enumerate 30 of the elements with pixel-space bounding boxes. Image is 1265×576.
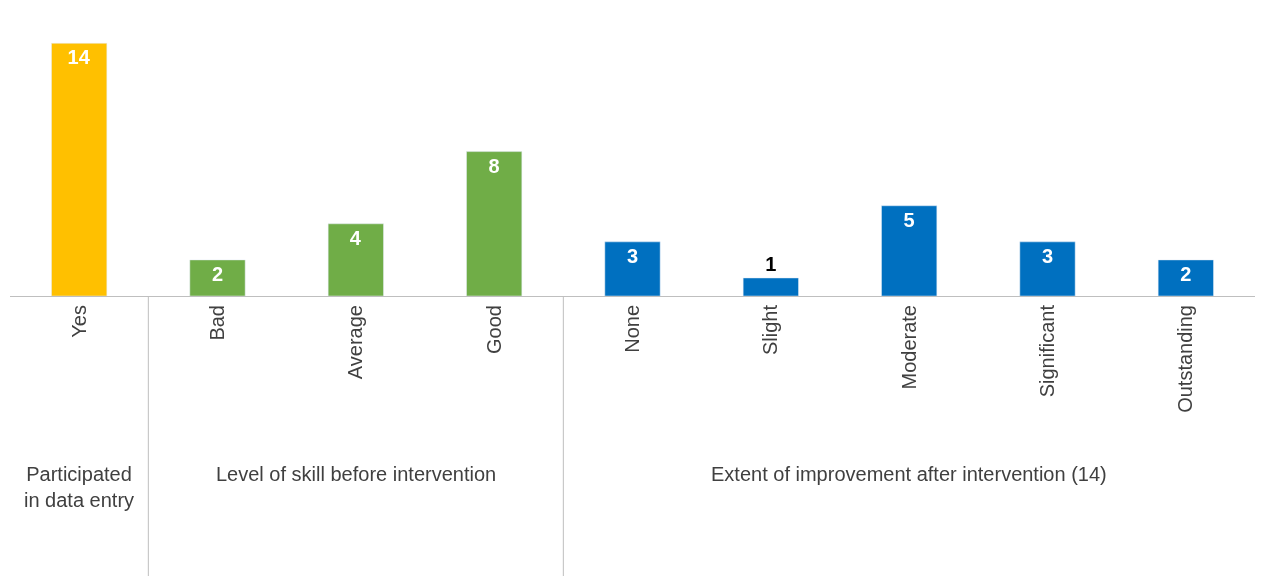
bar (604, 241, 661, 296)
x-tick-label: Average (344, 305, 367, 380)
data-label: 2 (1180, 262, 1192, 285)
bar (51, 43, 108, 296)
data-label: 3 (626, 244, 639, 267)
data-label: 1 (765, 252, 777, 275)
bar (881, 205, 938, 296)
text: Extent of improvement after intervention (14) (711, 463, 1107, 485)
data-label: 5 (903, 208, 915, 231)
data-label: 8 (488, 154, 500, 177)
text: Level of skill before intervention (216, 463, 497, 485)
x-tick-label: Yes (67, 305, 90, 338)
data-label: 2 (211, 262, 224, 285)
x-tick-label: Good (482, 305, 505, 354)
x-tick-label: Significant (1036, 304, 1058, 398)
x-tick-label: None (621, 305, 643, 353)
text: Participated in data entry (24, 463, 135, 511)
data-label: 3 (1041, 244, 1054, 267)
bar (1019, 241, 1076, 296)
x-tick-label: Outstanding (1174, 305, 1197, 413)
bar (1157, 259, 1214, 296)
data-label: 14 (67, 46, 91, 69)
bar (189, 259, 246, 296)
bar (466, 151, 523, 296)
x-tick-label: Slight (759, 304, 782, 356)
x-tick-label: Bad (206, 305, 228, 341)
bar (327, 223, 384, 296)
x-tick-label: Moderate (897, 305, 920, 390)
data-label: 4 (349, 226, 362, 249)
bar (742, 277, 799, 296)
